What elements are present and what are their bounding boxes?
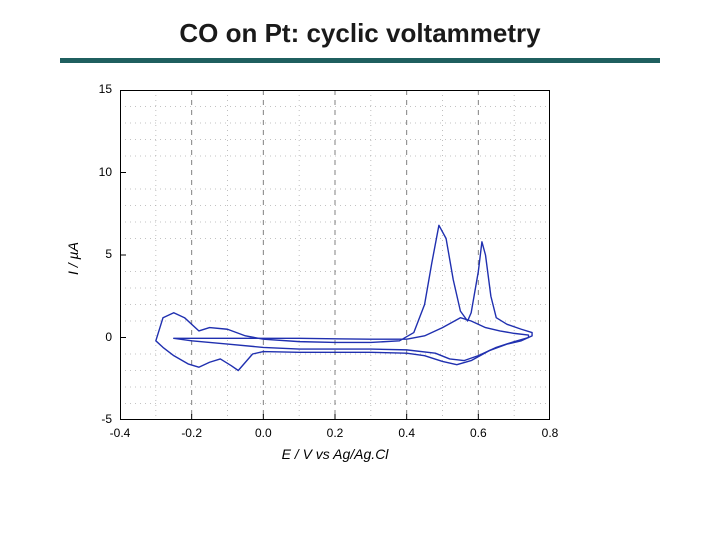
x-tick-label: 0.2 — [317, 426, 353, 440]
y-tick-label: 10 — [80, 165, 112, 179]
x-tick-label: 0.0 — [245, 426, 281, 440]
x-tick-label: -0.4 — [102, 426, 138, 440]
x-axis-label: E / V vs Ag/Ag.Cl — [120, 446, 550, 462]
x-tick-label: 0.8 — [532, 426, 568, 440]
x-tick-label: 0.6 — [460, 426, 496, 440]
slide: CO on Pt: cyclic voltammetry I / µA E / … — [0, 0, 720, 540]
y-tick-label: 0 — [80, 330, 112, 344]
y-axis-label: I / µA — [65, 242, 81, 275]
x-tick-label: -0.2 — [174, 426, 210, 440]
chart-svg — [120, 90, 550, 420]
y-tick-label: -5 — [80, 412, 112, 426]
cv-chart: I / µA E / V vs Ag/Ag.Cl -0.4-0.20.00.20… — [120, 90, 550, 425]
y-tick-label: 5 — [80, 247, 112, 261]
slide-title: CO on Pt: cyclic voltammetry — [0, 18, 720, 49]
title-underline — [60, 58, 660, 63]
y-tick-label: 15 — [80, 82, 112, 96]
x-tick-label: 0.4 — [389, 426, 425, 440]
